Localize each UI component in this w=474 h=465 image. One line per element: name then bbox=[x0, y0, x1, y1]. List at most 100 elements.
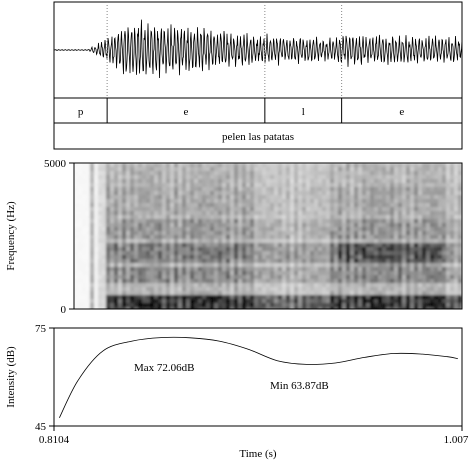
spectrogram-cell bbox=[210, 219, 214, 223]
spectrogram-cell bbox=[206, 235, 210, 239]
spectrogram-cell bbox=[86, 307, 90, 309]
spectrogram-cell bbox=[262, 251, 266, 255]
spectrogram-cell bbox=[306, 279, 310, 283]
spectrogram-cell bbox=[294, 259, 298, 263]
spectrogram-cell bbox=[166, 211, 170, 215]
spectrogram-cell bbox=[118, 263, 122, 267]
spectrogram-cell bbox=[434, 179, 438, 183]
spectrogram-cell bbox=[438, 175, 442, 179]
spectrogram-cell bbox=[398, 211, 402, 215]
spectrogram-cell bbox=[194, 263, 198, 267]
spectrogram-cell bbox=[362, 287, 366, 291]
spectrogram-cell bbox=[250, 307, 254, 309]
spectrogram-cell bbox=[130, 183, 134, 187]
spectrogram-cell bbox=[142, 183, 146, 187]
spectrogram-cell bbox=[206, 271, 210, 275]
spectrogram-cell bbox=[150, 235, 154, 239]
spectrogram-cell bbox=[158, 167, 162, 171]
spectrogram-cell bbox=[178, 175, 182, 179]
spectrogram-cell bbox=[306, 303, 310, 307]
spectrogram-cell bbox=[290, 187, 294, 191]
spectrogram-cell bbox=[250, 183, 254, 187]
spectrogram-cell bbox=[90, 279, 94, 283]
spectrogram-cell bbox=[310, 195, 314, 199]
spectrogram-cell bbox=[186, 291, 190, 295]
spectrogram-cell bbox=[106, 279, 110, 283]
spectrogram-cell bbox=[302, 175, 306, 179]
spectrogram-cell bbox=[190, 283, 194, 287]
spectrogram-cell bbox=[370, 303, 374, 307]
spectrogram-cell bbox=[430, 299, 434, 303]
spectrogram-cell bbox=[254, 235, 258, 239]
spectrogram-cell bbox=[214, 287, 218, 291]
spectrogram-cell bbox=[182, 295, 186, 299]
spectrogram-cell bbox=[354, 307, 358, 309]
spectrogram-cell bbox=[146, 171, 150, 175]
spectrogram-cell bbox=[458, 267, 462, 271]
spectrogram-cell bbox=[242, 211, 246, 215]
spectrogram-cell bbox=[342, 163, 346, 167]
spectrogram-cell bbox=[242, 255, 246, 259]
spectrogram-cell bbox=[418, 279, 422, 283]
spectrogram-cell bbox=[162, 255, 166, 259]
spectrogram-cell bbox=[262, 247, 266, 251]
spectrogram-cell bbox=[230, 259, 234, 263]
spectrogram-cell bbox=[426, 259, 430, 263]
spectrogram-cell bbox=[390, 271, 394, 275]
spectrogram-cell bbox=[74, 247, 78, 251]
spectrogram-cell bbox=[162, 219, 166, 223]
spectrogram-cell bbox=[318, 303, 322, 307]
spectrogram-cell bbox=[90, 195, 94, 199]
spectrogram-cell bbox=[230, 303, 234, 307]
spectrogram-cell bbox=[294, 191, 298, 195]
spectrogram-cell bbox=[146, 191, 150, 195]
spectrogram-cell bbox=[150, 171, 154, 175]
spectrogram-cell bbox=[78, 183, 82, 187]
spectrogram-cell bbox=[386, 199, 390, 203]
spectrogram-cell bbox=[130, 251, 134, 255]
spectrogram-cell bbox=[426, 231, 430, 235]
spectrogram-cell bbox=[322, 207, 326, 211]
spectrogram-cell bbox=[186, 211, 190, 215]
spectrogram-cell bbox=[390, 179, 394, 183]
spectrogram-cell bbox=[238, 203, 242, 207]
spectrogram-cell bbox=[282, 171, 286, 175]
spectrogram-cell bbox=[170, 255, 174, 259]
spectrogram-cell bbox=[322, 163, 326, 167]
spectrogram-cell bbox=[122, 235, 126, 239]
spectrogram-cell bbox=[250, 259, 254, 263]
spectrogram-cell bbox=[298, 187, 302, 191]
spectrogram-cell bbox=[374, 175, 378, 179]
spectrogram-cell bbox=[74, 295, 78, 299]
spectrogram-cell bbox=[302, 303, 306, 307]
spectrogram-cell bbox=[418, 299, 422, 303]
spectrogram-cell bbox=[262, 175, 266, 179]
spectrogram-cell bbox=[442, 179, 446, 183]
spectrogram-cell bbox=[90, 239, 94, 243]
spectrogram-cell bbox=[446, 207, 450, 211]
spectrogram-cell bbox=[362, 167, 366, 171]
spectrogram-cell bbox=[322, 171, 326, 175]
spectrogram-cell bbox=[158, 243, 162, 247]
spectrogram-cell bbox=[98, 183, 102, 187]
spectrogram-cell bbox=[458, 235, 462, 239]
spectrogram-cell bbox=[226, 247, 230, 251]
spectrogram-cell bbox=[362, 211, 366, 215]
spectrogram-cell bbox=[302, 251, 306, 255]
spectrogram-cell bbox=[90, 207, 94, 211]
spectrogram-cell bbox=[426, 179, 430, 183]
spectrogram-cell bbox=[226, 275, 230, 279]
spectrogram-cell bbox=[138, 259, 142, 263]
spectrogram-cell bbox=[254, 259, 258, 263]
spectrogram-cell bbox=[350, 219, 354, 223]
spectrogram-cell bbox=[234, 303, 238, 307]
spectrogram-cell bbox=[318, 207, 322, 211]
spectrogram-cell bbox=[102, 227, 106, 231]
spectrogram-cell bbox=[234, 287, 238, 291]
spectrogram-cell bbox=[382, 251, 386, 255]
spectrogram-cell bbox=[122, 163, 126, 167]
spectrogram-cell bbox=[106, 211, 110, 215]
spectrogram-cell bbox=[298, 227, 302, 231]
spectrogram-cell bbox=[122, 279, 126, 283]
spectrogram-cell bbox=[358, 175, 362, 179]
